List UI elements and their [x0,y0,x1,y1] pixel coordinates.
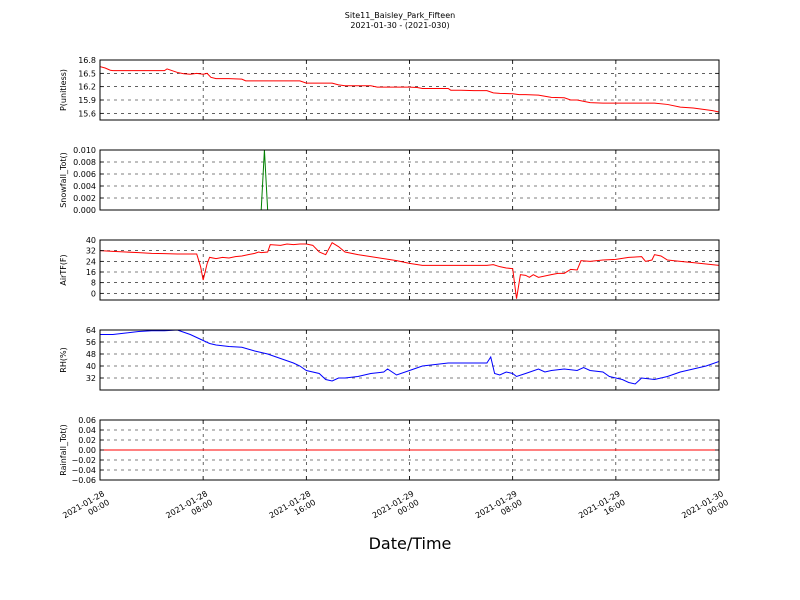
chart-title-line2: 2021-01-30 - (2021-030) [350,21,450,30]
airtf-ytick-label: 32 [86,247,96,256]
panel-snowfall: 0.000 0.002 0.004 0.006 0.008 0.010 Snowfall_T… [59,146,720,215]
rh-ytick-label: 48 [86,350,96,359]
rainfall-ytick-label: −0.04 [71,466,96,475]
rh-y-axis-label: RH(%) [59,347,68,372]
p-ytick-label: 15.9 [78,96,96,105]
snowfall-ytick-label: 0.000 [73,206,96,215]
snowfall-ytick-label: 0.008 [73,158,96,167]
snowfall-ytick-label: 0.010 [73,146,96,155]
snowfall-ytick-label: 0.006 [73,170,96,179]
panel-rainfall: −0.06−0.04−0.020.000.020.040.06 Rainfall_… [59,416,720,485]
rainfall-y-axis-label: Rainfall_Tot() [59,424,68,476]
p-ytick-label: 16.8 [78,56,96,65]
airtf-ytick-label: 16 [86,268,96,277]
rainfall-ytick-label: 0.06 [78,416,96,425]
airtf-ytick-label: 0 [91,289,96,298]
airtf-ytick-label: 8 [91,279,96,288]
rainfall-ytick-label: 0.00 [78,446,96,455]
rainfall-ytick-label: 0.04 [78,426,96,435]
x-axis-label: Date/Time [368,534,452,553]
rh-ytick-label: 32 [86,374,96,383]
p-ytick-label: 16.5 [78,69,96,78]
rh-ytick-label: 64 [86,326,96,335]
p-y-axis-label: P(unitless) [59,69,68,111]
panel-p: 15.6 15.9 16.2 16.5 16.8 P(unitless) [59,56,720,121]
snowfall-y-axis-label: Snowfall_Tot() [59,152,68,208]
chart-title: Site11_Baisley_Park_Fifteen 2021-01-30 -… [0,11,800,31]
airtf-series-line [100,241,719,299]
chart-title-line1: Site11_Baisley_Park_Fifteen [344,11,456,20]
p-series-line [100,66,719,113]
rainfall-ytick-label: 0.02 [78,436,96,445]
rh-ytick-label: 40 [86,362,96,371]
p-ytick-label: 15.6 [78,109,96,118]
snowfall-ytick-label: 0.002 [73,194,96,203]
airtf-ytick-label: 24 [86,257,96,266]
airtf-ytick-label: 40 [86,236,96,245]
rh-ytick-label: 56 [86,338,96,347]
snowfall-ytick-label: 0.004 [73,182,96,191]
rainfall-ytick-label: −0.02 [71,456,96,465]
panel-rh: 32 40 48 56 64 RH(%) [59,326,720,391]
p-ytick-label: 16.2 [78,83,96,92]
airtf-y-axis-label: AirTF(F) [59,254,68,285]
rh-series-line [100,330,719,385]
rainfall-ytick-label: −0.06 [71,476,96,485]
